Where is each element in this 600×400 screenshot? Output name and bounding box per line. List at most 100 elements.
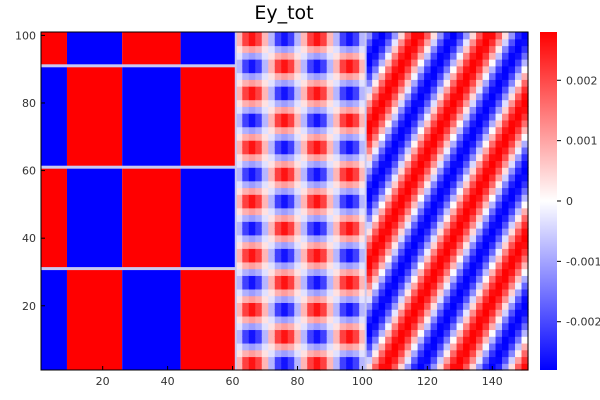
heatmap-cell bbox=[372, 65, 380, 74]
heatmap-cell bbox=[489, 45, 497, 53]
heatmap-cell bbox=[463, 92, 471, 101]
heatmap-cell bbox=[469, 140, 477, 148]
heatmap-cell bbox=[313, 92, 321, 101]
heatmap-cell bbox=[482, 315, 490, 324]
heatmap-cell bbox=[515, 295, 523, 303]
heatmap-cell bbox=[242, 113, 250, 121]
heatmap-cell bbox=[502, 234, 510, 243]
heatmap-cell bbox=[346, 207, 354, 216]
heatmap-cell bbox=[508, 167, 516, 175]
heatmap-cell bbox=[352, 72, 360, 80]
heatmap-cell bbox=[417, 119, 425, 128]
heatmap-cell bbox=[313, 248, 321, 256]
heatmap-cell bbox=[463, 329, 471, 337]
heatmap-cell bbox=[515, 72, 523, 80]
heatmap-block bbox=[180, 268, 236, 370]
heatmap-cell bbox=[307, 322, 315, 331]
heatmap-cell bbox=[508, 349, 516, 358]
heatmap-cell bbox=[437, 167, 445, 175]
heatmap-cell bbox=[359, 282, 367, 290]
heatmap-cell bbox=[385, 32, 393, 40]
heatmap-cell bbox=[242, 336, 250, 344]
heatmap-cell bbox=[404, 234, 412, 243]
heatmap-cell bbox=[495, 349, 503, 358]
heatmap-cell bbox=[495, 160, 503, 168]
heatmap-cell bbox=[450, 106, 458, 114]
heatmap-cell bbox=[294, 146, 302, 155]
heatmap-cell bbox=[398, 221, 406, 229]
heatmap-cell bbox=[281, 261, 289, 270]
heatmap-cell bbox=[352, 180, 360, 189]
heatmap-cell bbox=[385, 38, 393, 47]
heatmap-cell bbox=[339, 160, 347, 168]
heatmap-cell bbox=[398, 173, 406, 182]
heatmap-cell bbox=[268, 153, 276, 162]
heatmap-cell bbox=[521, 201, 529, 209]
heatmap-cell bbox=[469, 113, 477, 121]
heatmap-cell bbox=[456, 126, 464, 134]
heatmap-cell bbox=[261, 113, 269, 121]
heatmap-cell bbox=[456, 133, 464, 141]
heatmap-cell bbox=[313, 329, 321, 337]
heatmap-cell bbox=[294, 207, 302, 216]
heatmap-cell bbox=[294, 329, 302, 337]
heatmap-cell bbox=[469, 72, 477, 80]
heatmap-cell bbox=[398, 268, 406, 276]
heatmap-cell bbox=[495, 363, 503, 371]
heatmap-cell bbox=[261, 194, 269, 202]
heatmap-cell bbox=[287, 32, 295, 40]
heatmap-cell bbox=[300, 302, 308, 310]
heatmap-cell bbox=[476, 309, 484, 317]
heatmap-cell bbox=[495, 92, 503, 101]
heatmap-cell bbox=[287, 329, 295, 337]
heatmap-cell bbox=[463, 126, 471, 134]
heatmap-cell bbox=[268, 52, 276, 60]
heatmap-cell bbox=[346, 187, 354, 195]
heatmap-cell bbox=[346, 38, 354, 47]
heatmap-cell bbox=[417, 180, 425, 189]
heatmap-cell bbox=[333, 86, 341, 94]
heatmap-cell bbox=[248, 349, 256, 358]
heatmap-cell bbox=[430, 52, 438, 60]
heatmap-cell bbox=[424, 160, 432, 168]
heatmap-cell bbox=[521, 288, 529, 297]
heatmap-cell bbox=[417, 221, 425, 229]
heatmap-cell bbox=[515, 282, 523, 290]
heatmap-cell bbox=[417, 255, 425, 263]
heatmap-cell bbox=[450, 86, 458, 94]
heatmap-cell bbox=[359, 119, 367, 128]
heatmap-cell bbox=[450, 140, 458, 148]
heatmap-cell bbox=[294, 309, 302, 317]
heatmap-cell bbox=[372, 241, 380, 249]
heatmap-cell bbox=[417, 99, 425, 107]
heatmap-cell bbox=[294, 99, 302, 107]
heatmap-cell bbox=[352, 241, 360, 249]
heatmap-cell bbox=[508, 72, 516, 80]
heatmap-cell bbox=[274, 288, 282, 297]
heatmap-cell bbox=[346, 221, 354, 229]
heatmap-cell bbox=[404, 302, 412, 310]
heatmap-cell bbox=[333, 52, 341, 60]
heatmap-cell bbox=[502, 45, 510, 53]
heatmap-cell bbox=[508, 86, 516, 94]
heatmap-cell bbox=[320, 32, 328, 40]
heatmap-cell bbox=[248, 288, 256, 297]
heatmap-cells bbox=[41, 32, 529, 371]
heatmap-cell bbox=[378, 32, 386, 40]
heatmap-cell bbox=[346, 65, 354, 74]
heatmap-cell bbox=[261, 342, 269, 351]
heatmap-cell bbox=[378, 106, 386, 114]
heatmap-cell bbox=[508, 201, 516, 209]
heatmap-cell bbox=[255, 126, 263, 134]
region-boundary bbox=[364, 32, 367, 370]
heatmap-cell bbox=[307, 160, 315, 168]
heatmap-cell bbox=[398, 140, 406, 148]
heatmap-cell bbox=[443, 133, 451, 141]
heatmap-cell bbox=[424, 241, 432, 249]
heatmap-cell bbox=[378, 133, 386, 141]
heatmap-cell bbox=[515, 221, 523, 229]
heatmap-cell bbox=[255, 65, 263, 74]
heatmap-cell bbox=[443, 113, 451, 121]
heatmap-cell bbox=[307, 146, 315, 155]
heatmap-cell bbox=[268, 146, 276, 155]
